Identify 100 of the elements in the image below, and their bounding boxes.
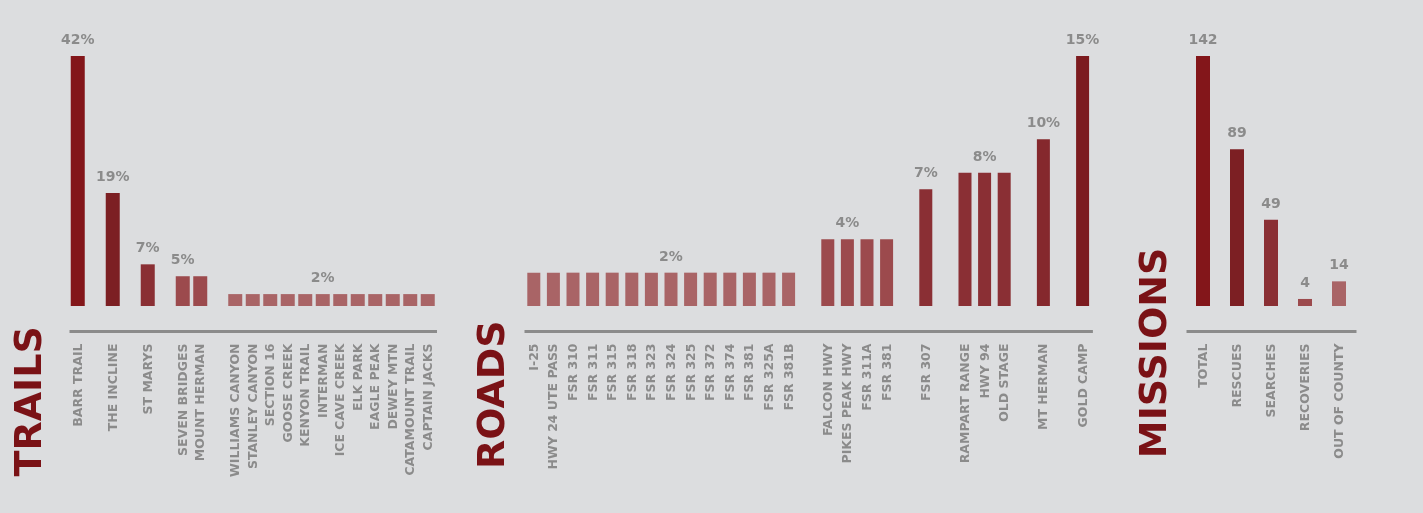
x-tick-label: MOUNT HERMAN [192,343,208,462]
bar [781,272,795,306]
x-tick-label: FSR 374 [721,343,737,402]
bar [333,294,348,306]
bar [879,239,893,306]
x-tick-label: FSR 325A [760,343,776,411]
bar [263,294,278,306]
x-tick-label: BARR TRAIL [69,343,85,427]
bar [1075,56,1089,306]
x-tick-label: FSR 311A [858,343,874,411]
data-label: 4 [1300,273,1311,290]
bar [1297,298,1312,306]
x-tick-label: HWY 24 UTE PASS [544,343,560,470]
data-label: 49 [1261,194,1281,211]
x-tick-label: SECTION 16 [262,343,278,427]
x-tick-label: FSR 310 [564,343,580,402]
x-tick-label: ICE CAVE CREEK [332,342,348,457]
bar [1331,281,1346,306]
x-tick-label: FSR 311 [584,343,600,402]
data-label: 14 [1329,256,1349,273]
bar [368,294,383,306]
x-tick-label: FSR 318 [623,343,639,402]
text: TRAILS [6,326,50,477]
bar [644,272,658,306]
data-label: 15% [1065,31,1099,47]
bar [624,272,638,306]
x-tick-label: RESCUES [1228,343,1244,408]
x-tick-label: OUT OF COUNTY [1330,342,1346,459]
x-tick-label: ELK PARK [349,342,365,412]
data-label: 8% [972,147,996,164]
bar [859,239,873,306]
x-tick-label: I-25 [525,343,541,371]
x-tick-label: DEWEY MTN [384,343,400,430]
x-tick-label: RAMPART RANGE [956,343,972,464]
x-tick-label: INTERMAN [314,343,330,418]
bar [762,272,775,306]
x-tick-label: FSR 381B [780,343,796,411]
x-tick-label: HWY 94 [976,343,992,399]
x-tick-label: GOOSE CREEK [279,342,295,443]
x-tick-label: FSR 324 [662,343,678,402]
bar [546,272,560,306]
x-tick-label: FSR 315 [603,343,619,402]
bar [70,56,85,306]
bar [1195,56,1210,306]
x-tick-label: FSR 381 [740,343,756,402]
x-tick-label: OLD STAGE [995,343,1011,422]
bar [105,192,120,306]
data-label: 42% [60,31,95,47]
bar [742,272,756,306]
data-label: 10% [1026,114,1060,131]
data-label: 2% [310,269,335,286]
bar [957,172,971,306]
bar [1036,139,1050,306]
x-tick-label: WILLIAMS CANYON [227,343,243,477]
x-tick-label: FALCON HWY [819,342,835,437]
x-tick-label: FSR 325 [682,343,698,402]
x-tick-label: SEARCHES [1262,343,1278,418]
bar [385,294,400,306]
x-tick-label: EAGLE PEAK [367,342,383,430]
data-label: 142 [1188,31,1218,47]
bar [977,172,991,306]
bar [664,272,677,306]
bar [722,272,736,306]
text: ROADS [468,320,513,470]
x-tick-label: MT HERMAN [1034,343,1050,430]
x-tick-label: CAPTAIN JACKS [419,343,435,451]
bar [918,189,932,306]
bar [245,294,260,306]
x-tick-label: ST MARYS [139,343,155,415]
bar [997,172,1011,306]
data-label: 19% [95,167,130,184]
bar [820,239,834,306]
bar [605,272,619,306]
x-tick-label: FSR 307 [917,343,933,402]
bar [315,294,330,306]
bar [298,294,313,306]
x-tick-label: THE INCLINE [104,343,120,432]
x-tick-label: GOLD CAMP [1074,343,1090,428]
bar [228,294,243,306]
text: MISSIONS [1130,247,1175,459]
bar [193,276,208,306]
bar [566,272,579,306]
x-tick-label: FSR 381 [878,343,894,402]
x-tick-label: RECOVERIES [1296,343,1312,432]
bar [840,239,854,306]
x-tick-label: PIKES PEAK HWY [838,342,854,464]
x-tick-label: CATAMOUNT TRAIL [402,343,418,476]
x-tick-label: STANLEY CANYON [244,343,260,470]
bar [403,294,418,306]
data-label: 2% [658,247,683,264]
bar [683,272,697,306]
bar [140,264,155,306]
data-label: 4% [835,214,859,231]
bar [526,272,540,306]
x-tick-label: FSR 372 [701,343,717,402]
bar [350,294,365,306]
x-tick-label: TOTAL [1194,343,1210,388]
bar [1229,149,1244,306]
bar [703,272,717,306]
data-label: 89 [1227,124,1247,141]
